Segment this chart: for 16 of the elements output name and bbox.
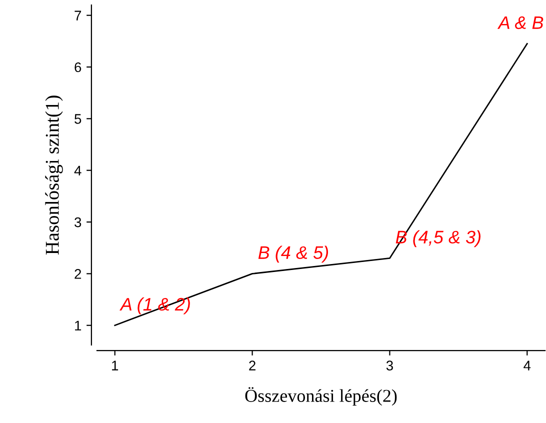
x-tick-label: 2 xyxy=(249,360,256,370)
y-tick-label: 7 xyxy=(74,10,82,20)
x-tick-label: 4 xyxy=(524,360,531,370)
line-series xyxy=(114,43,528,326)
y-tick-label: 1 xyxy=(75,320,82,330)
y-tick-label: 2 xyxy=(74,269,82,279)
x-axis-title: Összevonási lépés(2) xyxy=(245,387,397,406)
x-tick-label: 3 xyxy=(386,360,393,370)
x-tick-label: 1 xyxy=(112,360,118,370)
y-tick-label: 4 xyxy=(74,166,82,176)
y-axis-title: Hasonlósági szint(1) xyxy=(45,96,63,255)
annotation: A & B xyxy=(497,16,544,30)
annotation: B (4 & 5) xyxy=(258,246,328,263)
y-tick-label: 3 xyxy=(74,217,82,228)
y-tick-label: 6 xyxy=(74,62,82,72)
y-tick-label: 5 xyxy=(74,114,82,124)
